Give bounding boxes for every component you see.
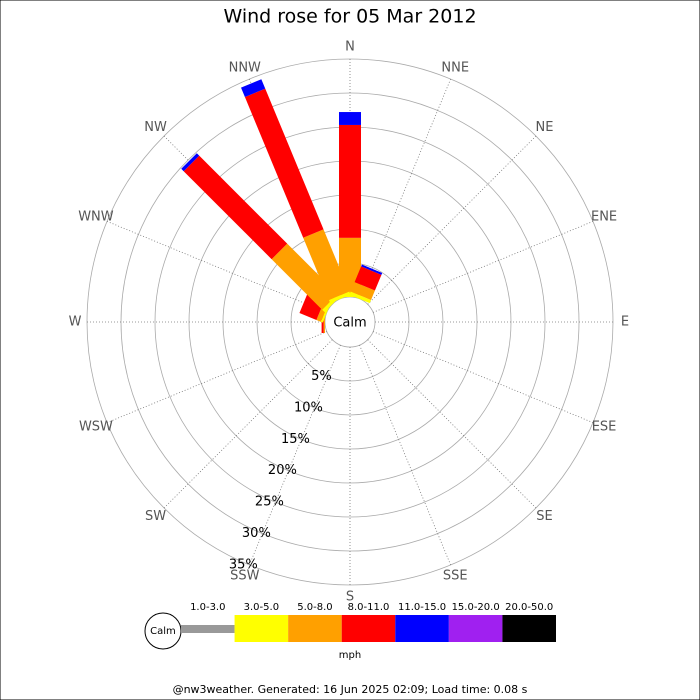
legend-swatch [181,625,235,633]
legend-calm-label: Calm [150,626,176,637]
legend-swatch [288,615,342,642]
bar-segment [244,88,324,238]
r-tick-label: 5% [311,369,332,384]
spoke [359,344,452,566]
r-tick-label: 30% [242,526,271,541]
bar-segment [349,291,372,304]
legend-label: 8.0-11.0 [348,602,390,613]
bar-segment [183,155,288,260]
direction-label: SSW [230,569,260,584]
direction-label: N [345,40,355,55]
r-tick-label: 15% [281,432,310,447]
r-tick-label: 25% [255,495,284,510]
bar-segment [271,243,338,310]
legend-label: 5.0-8.0 [297,602,332,613]
legend-label: 20.0-50.0 [505,602,553,613]
footer: @nw3weather. Generated: 16 Jun 2025 02:0… [173,683,528,696]
bar-segment [181,153,200,172]
bar-segment [339,294,361,297]
direction-label: SE [536,509,552,524]
direction-label: NNW [229,60,261,75]
legend-swatch [341,615,396,642]
direction-label: NNE [441,60,469,75]
direction-label: ENE [591,209,617,224]
legend: Calm 1.0-3.0 3.0-5.0 5.0-8.0 8.0-11.0 11.0-15… [144,602,556,650]
legend-label: 15.0-20.0 [452,602,500,613]
spoke [359,78,452,300]
direction-label: ESE [592,420,617,435]
direction-label: W [69,315,82,330]
r-tick-label: 20% [268,463,297,478]
r-tick-label: 35% [229,557,258,572]
legend-unit: mph [339,650,361,661]
direction-label: SSE [443,569,468,584]
direction-label: WSW [79,420,113,435]
spoke [372,331,594,424]
direction-label: SW [145,509,166,524]
bar-segment [350,282,375,300]
spoke [367,339,537,509]
calm-label: Calm [333,316,366,331]
spoke [106,220,328,313]
bar-segment [339,112,361,125]
legend-label: 11.0-15.0 [398,602,446,613]
bar-segment [354,266,382,291]
direction-label: S [346,590,354,605]
spoke [106,331,328,424]
chart-title: Wind rose for 05 Mar 2012 [223,6,476,28]
spoke [248,344,341,566]
r-tick-label: 10% [294,400,323,415]
direction-label: WNW [78,209,114,224]
bar-segment [241,79,266,98]
legend-swatch [448,615,503,642]
bar-segment [303,229,350,300]
direction-label: E [621,315,629,330]
legend-swatch [395,615,449,642]
direction-label: NE [535,120,553,135]
bar-segment [361,264,383,275]
legend-label: 3.0-5.0 [244,602,279,613]
direction-label: NW [144,120,167,135]
legend-swatch [502,615,556,642]
spoke [372,220,594,313]
rose: N NNE NE ENE E ESE SE SSE S SSW SW WSW W WNW NW NNW Calm… [69,40,630,605]
legend-label: 1.0-3.0 [190,602,225,613]
spoke [163,339,333,509]
bar-segment [328,291,351,304]
legend-swatch [234,615,289,642]
calm-fill [326,298,374,346]
spoke [367,135,537,305]
bar-segment [339,124,361,238]
